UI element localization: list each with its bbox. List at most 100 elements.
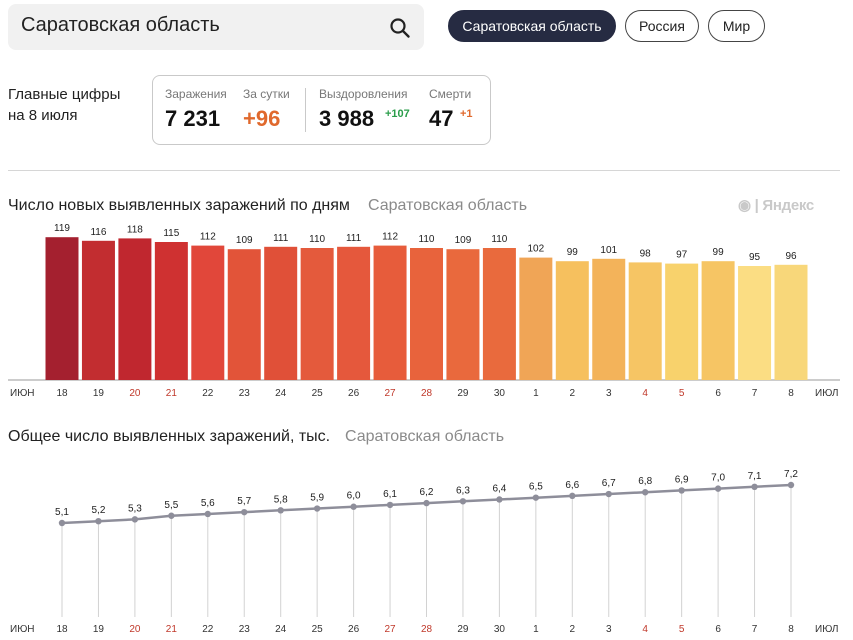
daily-chart-tick-label: 18 [56,388,68,399]
total-chart-tick-label: 3 [606,624,612,635]
total-chart-tick-label: 26 [348,624,360,635]
daily-chart-title: Число новых выявленных заражений по дням [8,197,350,214]
daily-chart-tick-label: 24 [275,388,287,399]
daily-chart-subtitle: Саратовская область [368,197,528,214]
total-value-label: 7,0 [711,473,725,484]
daily-bar-value-label: 98 [640,248,652,259]
daily-chart-tick-label: 1 [533,388,539,399]
search-bar[interactable]: Саратовская область [8,4,424,50]
deaths-label: Смерти [429,87,472,101]
total-data-point [313,505,321,512]
daily-bar-value-label: 101 [600,245,617,256]
region-button-russia[interactable]: Россия [625,10,699,42]
daily-chart-month-end-label: ИЮЛ [815,388,838,399]
total-data-point [95,517,102,525]
total-data-point [204,510,211,518]
total-value-label: 6,5 [529,482,543,493]
total-value-label: 6,6 [565,480,579,491]
infections-value: 7 231 [165,106,221,131]
daily-bar-value-label: 99 [713,247,725,258]
total-value-label: 5,1 [55,507,69,518]
daily-bar-value-label: 118 [127,224,143,235]
daily-bar [227,249,261,380]
daily-bar-value-label: 111 [273,233,289,244]
daily-bar [264,246,298,380]
daily-bar [665,263,699,380]
daily-bar [191,245,225,380]
daily-chart-tick-label: 21 [166,388,178,399]
total-data-point [751,483,758,491]
daily-bar-value-label: 119 [54,223,70,234]
daily-chart-tick-label: 19 [93,388,105,399]
daily-bar-value-label: 97 [676,250,688,261]
total-chart-tick-label: 1 [533,624,539,635]
daily-chart-tick-label: 8 [788,388,794,399]
daily-chart-tick-label: 29 [457,388,469,399]
deaths-value: 47 [429,106,454,131]
daily-chart-tick-label: 4 [642,388,648,399]
region-button-saratov[interactable]: Саратовская область [448,10,616,42]
daily-chart-tick-label: 27 [384,388,396,399]
total-value-label: 6,1 [383,489,397,500]
daily-bar-value-label: 110 [309,234,325,245]
total-value-label: 6,9 [675,474,689,485]
total-value-label: 5,8 [274,494,288,505]
total-value-label: 5,7 [237,496,251,507]
total-chart-title: Общее число выявленных заражений, тыс. [8,428,331,445]
search-input[interactable]: Саратовская область [21,14,220,36]
daily-chart-month-start-label: ИЮН [10,388,35,399]
total-chart-tick-label: 19 [93,624,105,635]
daily-bar [300,248,334,380]
total-data-point [386,501,394,509]
daily-bar [81,240,115,380]
daily-chart-tick-label: 23 [239,388,251,399]
daily-bar [410,248,443,380]
total-data-point [277,507,284,514]
total-value-label: 6,8 [638,476,652,487]
total-chart-month-start-label: ИЮН [10,624,35,635]
total-data-point [131,516,139,523]
daily-bar-value-label: 116 [90,227,106,238]
total-chart-tick-label: 2 [570,624,576,635]
daily-chart-tick-label: 26 [348,388,360,399]
yandex-logo: ◉ | Яндекс [738,197,814,214]
total-chart-month-end-label: ИЮЛ [815,624,838,635]
total-value-label: 6,3 [456,485,470,496]
total-data-point [350,503,357,510]
infections-label: Заражения [165,87,227,101]
daily-bar [154,242,188,380]
total-data-point [241,508,248,516]
daily-bar-value-label: 96 [785,251,797,262]
total-value-label: 6,7 [602,478,616,489]
daily-chart-tick-label: 22 [202,388,214,399]
daily-bar [628,262,662,380]
total-data-point [168,512,175,519]
daily-chart-tick-label: 2 [570,388,576,399]
daily-chart-tick-label: 7 [752,388,758,399]
daily-bar-value-label: 110 [419,234,435,245]
total-chart-tick-label: 21 [166,624,178,635]
daily-bar [592,258,626,380]
total-value-label: 5,5 [164,500,178,511]
recovered-value: 3 988 [319,106,375,131]
total-data-point [642,489,649,496]
daily-bar-value-label: 112 [382,232,398,243]
daily-bar [446,249,480,380]
daily-bar [555,261,589,380]
key-figures-title: Главные цифры на 8 июля [8,84,120,126]
daily-chart-tick-label: 25 [312,388,324,399]
total-chart-tick-label: 4 [642,624,648,635]
search-icon[interactable] [388,16,412,40]
daily-chart-tick-label: 30 [494,388,506,399]
daily-chart-tick-label: 20 [129,388,141,399]
region-button-world[interactable]: Мир [708,10,765,42]
daily-bar-value-label: 112 [200,232,216,243]
total-chart-subtitle: Саратовская область [345,428,505,445]
daily-chart-tick-label: 3 [606,388,612,399]
section-divider [8,170,840,171]
daily-chart-tick-label: 28 [421,388,433,399]
daily-bar [45,237,79,380]
daily-bar-value-label: 95 [749,252,761,263]
total-data-point [714,485,722,492]
